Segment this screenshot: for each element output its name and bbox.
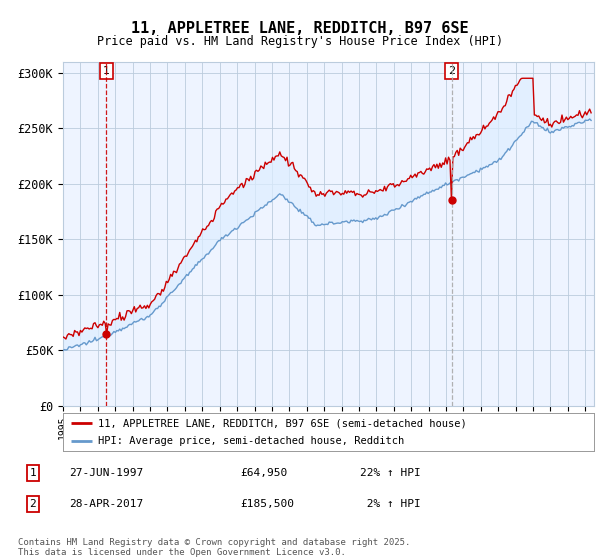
Text: Contains HM Land Registry data © Crown copyright and database right 2025.
This d: Contains HM Land Registry data © Crown c…: [18, 538, 410, 557]
Text: 2: 2: [448, 66, 455, 76]
Text: 27-JUN-1997: 27-JUN-1997: [69, 468, 143, 478]
Text: 28-APR-2017: 28-APR-2017: [69, 499, 143, 509]
Text: 1: 1: [103, 66, 110, 76]
Text: 11, APPLETREE LANE, REDDITCH, B97 6SE (semi-detached house): 11, APPLETREE LANE, REDDITCH, B97 6SE (s…: [98, 418, 466, 428]
Text: 11, APPLETREE LANE, REDDITCH, B97 6SE: 11, APPLETREE LANE, REDDITCH, B97 6SE: [131, 21, 469, 36]
Text: Price paid vs. HM Land Registry's House Price Index (HPI): Price paid vs. HM Land Registry's House …: [97, 35, 503, 48]
Text: £64,950: £64,950: [240, 468, 287, 478]
Text: £185,500: £185,500: [240, 499, 294, 509]
Text: HPI: Average price, semi-detached house, Redditch: HPI: Average price, semi-detached house,…: [98, 436, 404, 446]
Text: 2% ↑ HPI: 2% ↑ HPI: [360, 499, 421, 509]
Text: 1: 1: [29, 468, 37, 478]
Text: 22% ↑ HPI: 22% ↑ HPI: [360, 468, 421, 478]
Text: 2: 2: [29, 499, 37, 509]
